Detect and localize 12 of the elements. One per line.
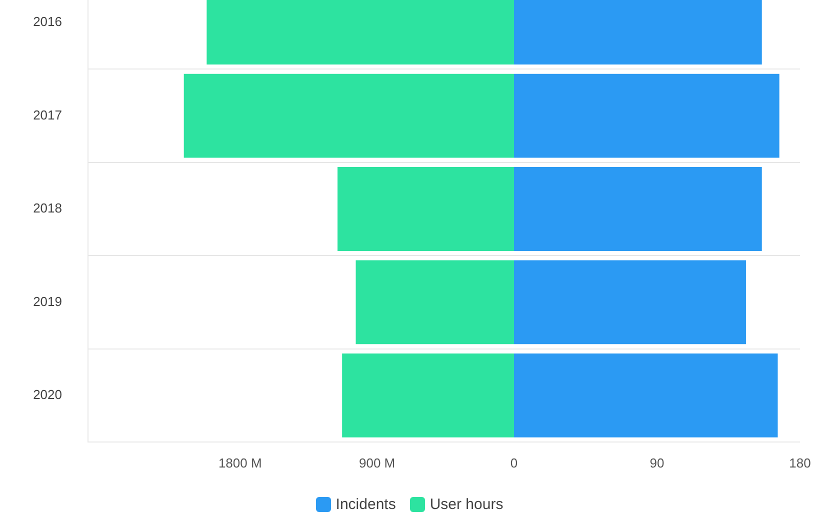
y-tick-label: 2020 [33, 386, 62, 402]
y-tick-label: 2016 [33, 14, 62, 30]
x-tick-label: 0 [510, 455, 518, 470]
y-tick-label: 2017 [33, 107, 62, 122]
y-tick-label: 2018 [33, 200, 62, 216]
x-tick-label: 900 M [359, 455, 396, 470]
x-tick-label: 180 [789, 455, 811, 470]
y-tick-label: 2019 [33, 294, 62, 309]
legend-label: Incidents [336, 496, 396, 513]
x-tick-label: 90 [650, 455, 664, 470]
legend-label: User hours [430, 496, 504, 513]
x-tick-label: 1800 M [218, 455, 262, 470]
